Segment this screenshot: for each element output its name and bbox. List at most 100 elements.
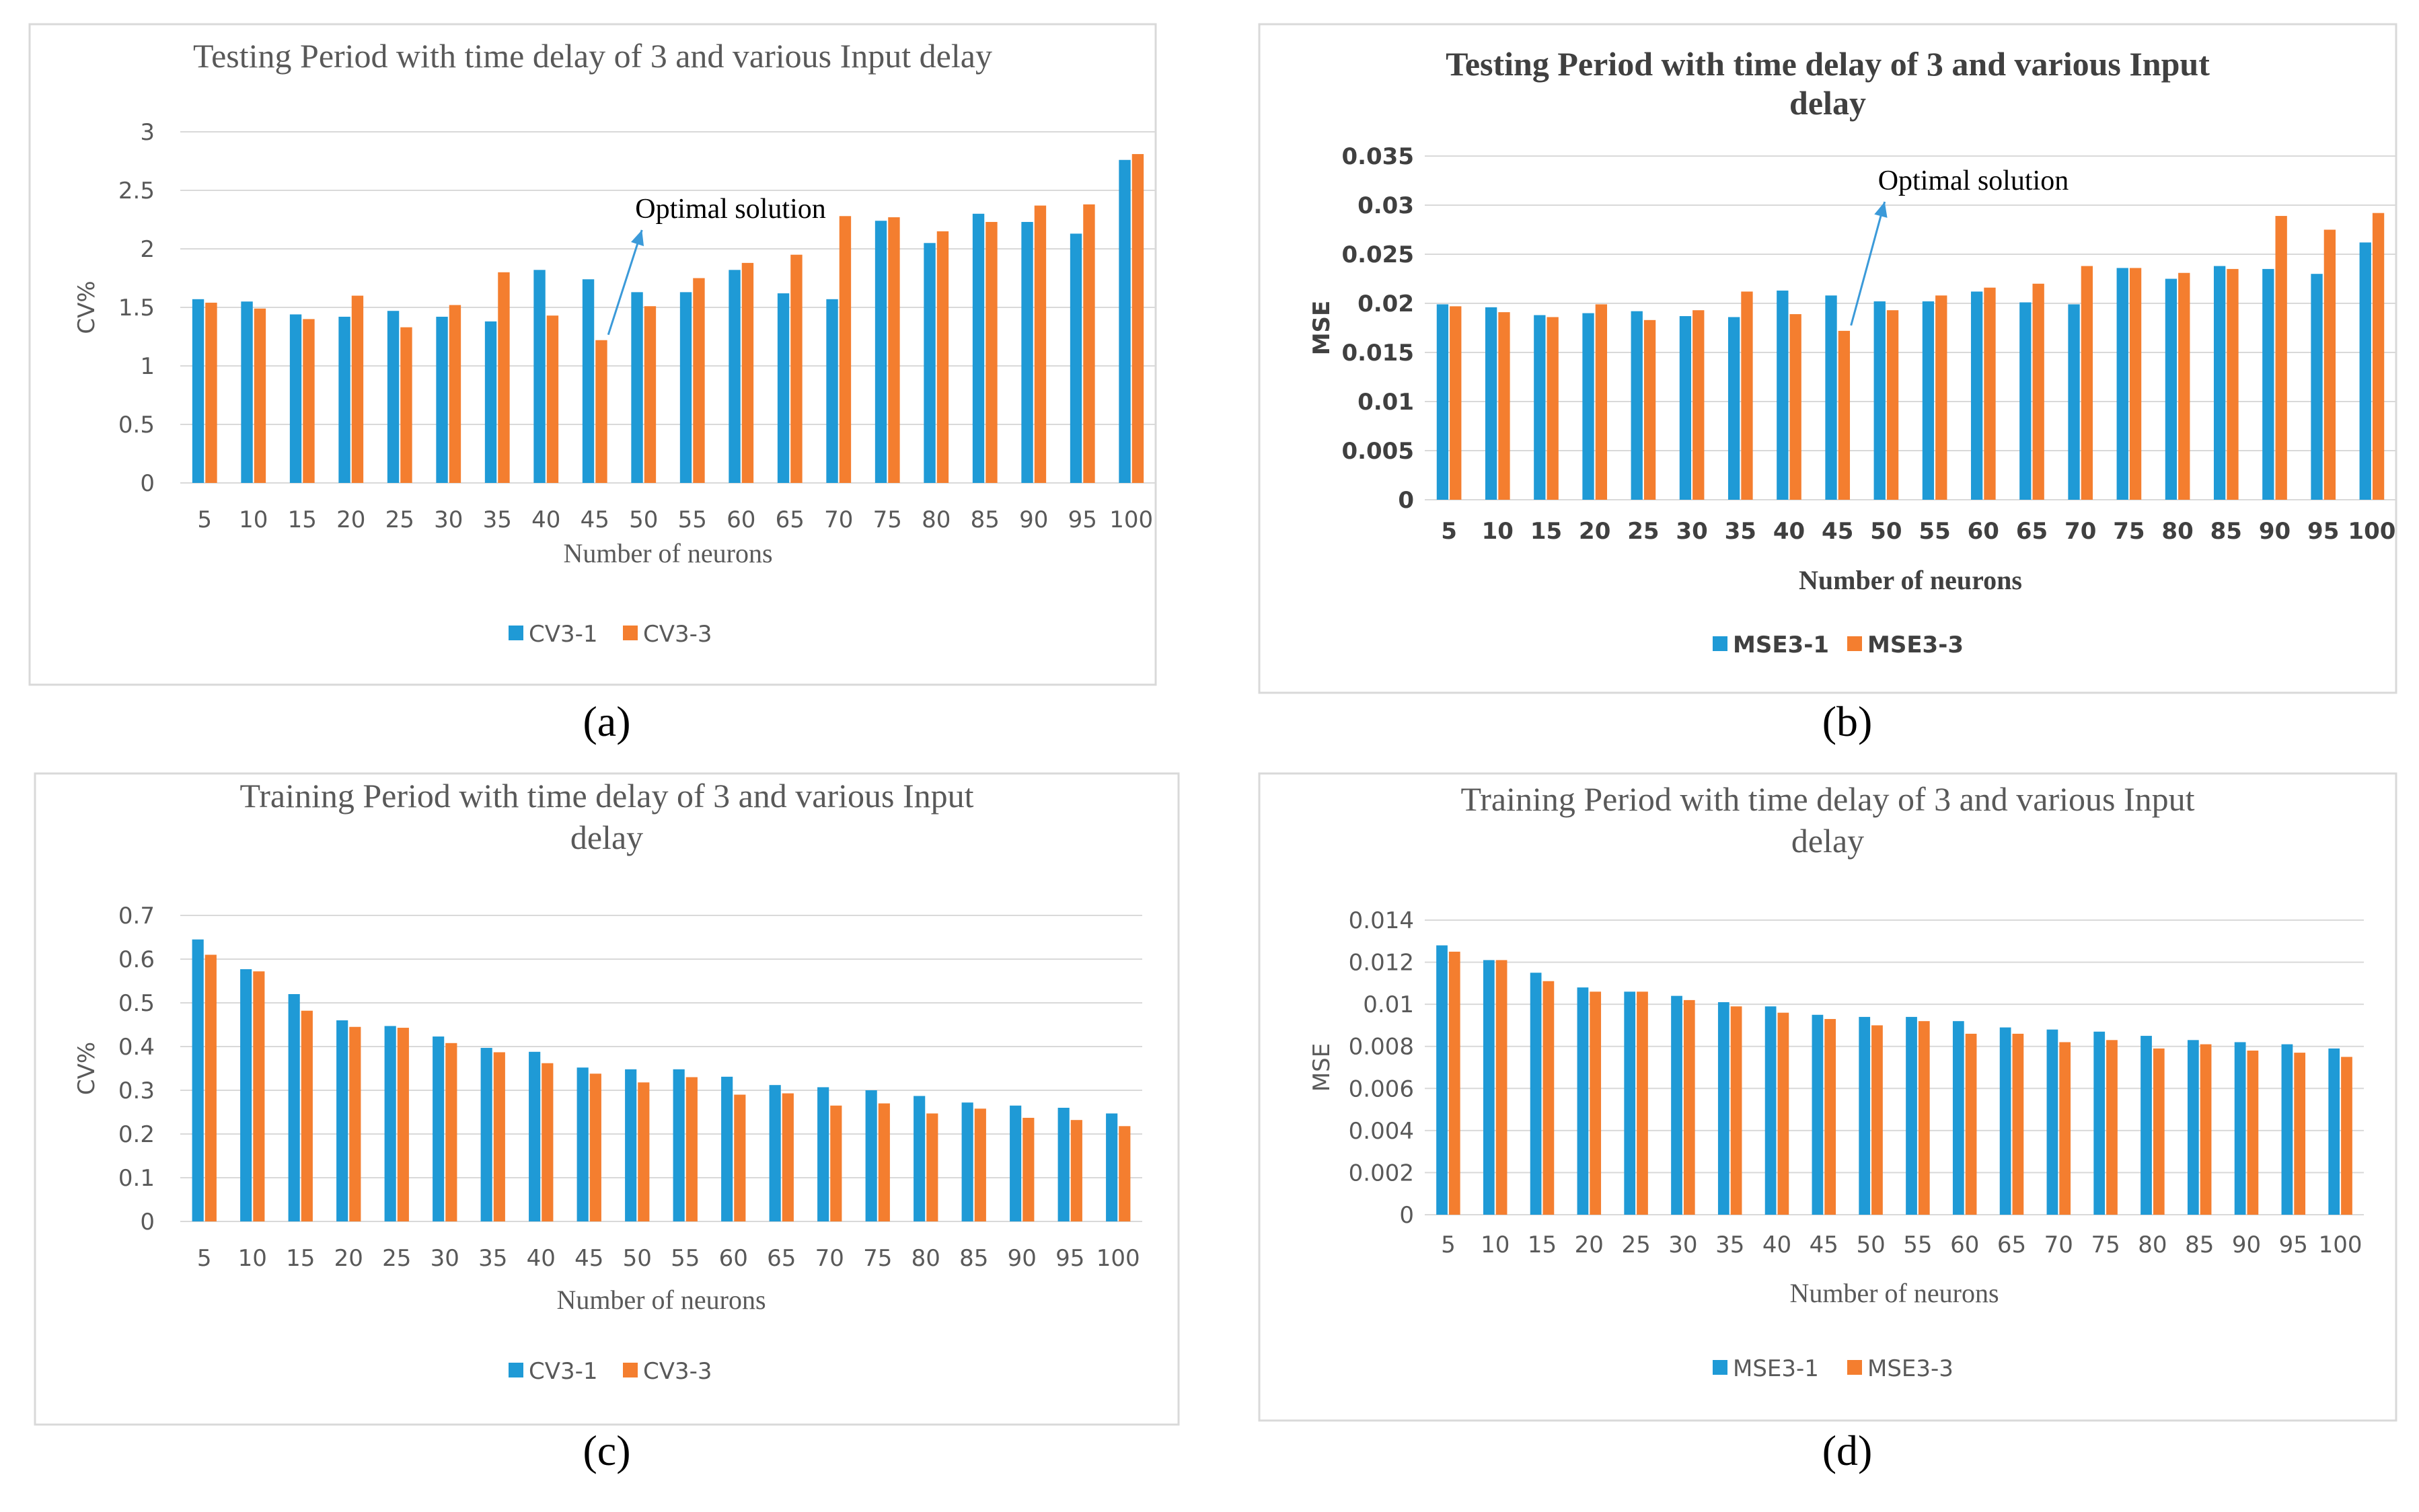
bar-cv3-3-80 <box>926 1113 938 1221</box>
y-tick-label: 0.2 <box>118 1121 155 1148</box>
legend-swatch-cv3-1 <box>509 626 523 640</box>
x-tick-label: 40 <box>1762 1232 1791 1258</box>
y-tick-label: 0.002 <box>1349 1160 1414 1186</box>
x-tick-label: 5 <box>1441 518 1457 545</box>
bar-mse3-1-10 <box>1485 307 1497 500</box>
bar-mse3-1-20 <box>1582 313 1594 500</box>
y-tick-label: 0.008 <box>1349 1034 1414 1061</box>
legend-swatch-mse3-3 <box>1847 1360 1862 1375</box>
x-tick-label: 55 <box>678 506 707 533</box>
legend-swatch-cv3-1 <box>509 1363 523 1377</box>
bar-mse3-1-85 <box>2213 266 2226 500</box>
y-axis-title: CV% <box>73 1042 100 1095</box>
x-tick-label: 20 <box>1579 518 1610 545</box>
x-tick-label: 10 <box>238 1245 267 1272</box>
bar-cv3-1-55 <box>679 292 692 483</box>
bar-cv3-1-50 <box>625 1069 637 1221</box>
x-axis-title: Number of neurons <box>556 1285 766 1315</box>
bar-mse3-1-100 <box>2359 242 2371 500</box>
x-tick-label: 80 <box>911 1245 940 1272</box>
bar-mse3-1-25 <box>1624 991 1636 1215</box>
legend-label-mse3-3: MSE3-3 <box>1867 1355 1953 1382</box>
bar-cv3-1-5 <box>192 939 204 1221</box>
annotation-arrow-line <box>607 229 643 336</box>
y-tick-label: 0.03 <box>1357 192 1414 219</box>
bar-mse3-3-65 <box>2012 1033 2024 1215</box>
bar-mse3-3-55 <box>1918 1021 1930 1215</box>
bar-cv3-1-75 <box>874 221 887 483</box>
bar-cv3-1-30 <box>436 316 448 483</box>
x-tick-label: 85 <box>971 506 1000 533</box>
bar-cv3-3-10 <box>254 308 266 483</box>
bar-mse3-3-20 <box>1590 991 1602 1215</box>
chart-title: Training Period with time delay of 3 and… <box>239 777 973 815</box>
bar-mse3-1-55 <box>1906 1016 1917 1215</box>
bar-mse3-3-15 <box>1542 981 1555 1215</box>
x-tick-label: 15 <box>1528 1232 1557 1258</box>
x-tick-label: 80 <box>922 506 951 533</box>
bar-cv3-1-50 <box>631 292 643 483</box>
x-tick-label: 65 <box>767 1245 796 1272</box>
y-tick-label: 0 <box>1399 1202 1414 1229</box>
bar-cv3-3-75 <box>878 1103 890 1221</box>
x-tick-label: 45 <box>1822 518 1853 545</box>
bar-mse3-1-90 <box>2262 268 2274 500</box>
bar-cv3-1-30 <box>433 1036 445 1221</box>
x-tick-label: 95 <box>2307 518 2339 545</box>
bar-cv3-3-15 <box>303 319 315 483</box>
bar-cv3-3-70 <box>830 1105 842 1221</box>
x-tick-label: 15 <box>288 506 317 533</box>
bar-cv3-3-25 <box>397 1028 409 1221</box>
x-tick-label: 30 <box>434 506 463 533</box>
x-tick-label: 35 <box>1725 518 1756 545</box>
bar-mse3-1-100 <box>2328 1048 2340 1215</box>
bar-mse3-3-70 <box>2059 1042 2071 1215</box>
bar-cv3-1-20 <box>338 316 350 483</box>
chart-title: Testing Period with time delay of 3 and … <box>1446 45 2210 83</box>
bar-mse3-1-5 <box>1436 304 1449 500</box>
bar-cv3-3-30 <box>445 1043 457 1221</box>
bar-cv3-3-70 <box>839 216 852 483</box>
bar-cv3-3-65 <box>790 254 803 483</box>
x-tick-label: 90 <box>2259 518 2291 545</box>
x-tick-label: 40 <box>527 1245 556 1272</box>
annotation-arrow-head <box>1874 202 1888 218</box>
bar-cv3-1-15 <box>289 314 302 483</box>
y-tick-label: 0 <box>140 470 155 497</box>
bar-cv3-1-65 <box>777 293 790 483</box>
bar-mse3-1-45 <box>1812 1014 1824 1215</box>
x-tick-label: 30 <box>1668 1232 1697 1258</box>
bar-mse3-3-100 <box>2372 213 2385 500</box>
bar-cv3-1-15 <box>288 994 300 1221</box>
chart-frame <box>34 772 1180 1426</box>
x-tick-label: 35 <box>483 506 512 533</box>
panel-label-b: (b) <box>1822 697 1873 745</box>
bar-cv3-3-5 <box>204 954 217 1221</box>
bar-cv3-3-85 <box>985 221 998 483</box>
bar-cv3-3-10 <box>253 971 265 1221</box>
bar-cv3-1-85 <box>972 213 985 483</box>
x-tick-label: 95 <box>2279 1232 2308 1258</box>
x-tick-label: 85 <box>959 1245 988 1272</box>
x-tick-label: 65 <box>776 506 805 533</box>
x-tick-label: 90 <box>2232 1232 2261 1258</box>
bar-mse3-3-25 <box>1637 991 1648 1215</box>
bar-mse3-1-15 <box>1534 315 1546 500</box>
bar-mse3-1-20 <box>1577 987 1589 1215</box>
bar-mse3-1-40 <box>1777 291 1789 500</box>
y-tick-label: 1 <box>140 353 155 380</box>
x-tick-label: 65 <box>2016 518 2048 545</box>
bar-mse3-3-70 <box>2081 266 2093 500</box>
bar-cv3-3-75 <box>888 217 900 483</box>
x-tick-label: 25 <box>382 1245 411 1272</box>
legend-label-mse3-1: MSE3-1 <box>1733 1355 1819 1382</box>
bar-mse3-3-75 <box>2129 268 2142 500</box>
x-tick-label: 40 <box>531 506 560 533</box>
bar-cv3-1-40 <box>529 1051 541 1221</box>
bar-mse3-1-50 <box>1873 301 1886 500</box>
panel-label-d: (d) <box>1822 1427 1873 1474</box>
chart-d: Training Period with time delay of 3 and… <box>1258 772 2397 1422</box>
x-tick-label: 50 <box>629 506 658 533</box>
x-tick-label: 55 <box>671 1245 700 1272</box>
legend-swatch-cv3-3 <box>623 1363 638 1377</box>
